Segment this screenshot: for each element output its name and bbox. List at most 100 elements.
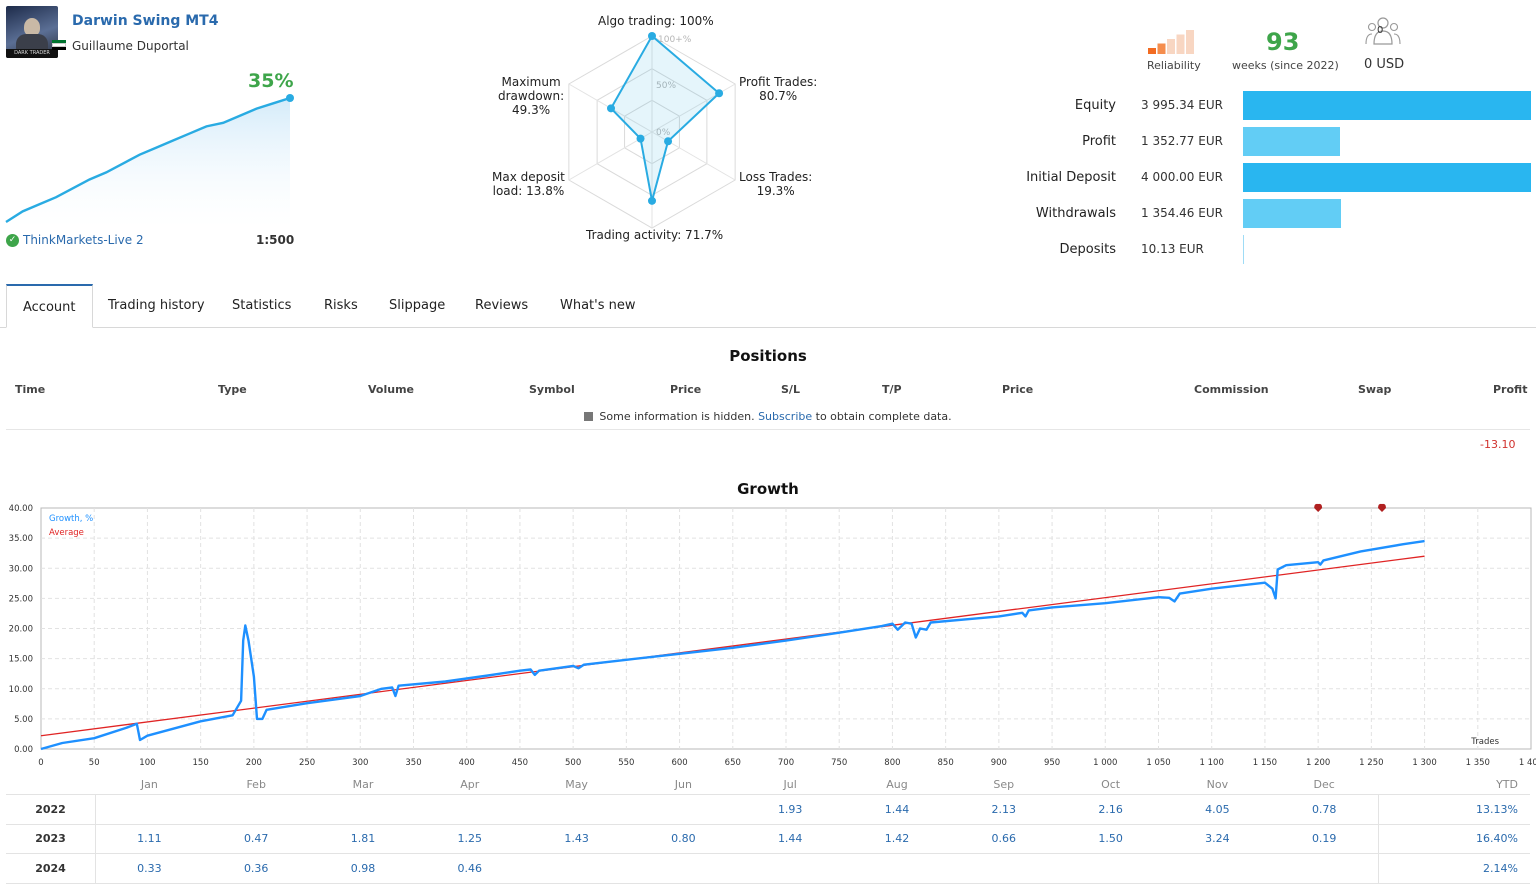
- investors-icon[interactable]: [1364, 14, 1402, 52]
- positions-col-profit[interactable]: Profit: [1493, 383, 1528, 396]
- monthly-value[interactable]: 2.13: [991, 802, 1017, 816]
- positions-total-profit: -13.10: [1480, 438, 1516, 451]
- radar-label-deposit-value: load: 13.8%: [492, 184, 565, 198]
- monthly-value[interactable]: 0.80: [671, 832, 696, 846]
- radar-point: [636, 134, 645, 143]
- growth-x-tick: 50: [89, 758, 100, 768]
- positions-col-time[interactable]: Time: [15, 383, 46, 396]
- growth-y-tick: 40.00: [9, 504, 33, 514]
- reliability-bar: [1157, 43, 1166, 54]
- tab-risks[interactable]: Risks: [324, 298, 358, 313]
- month-header-oct: Oct: [1101, 778, 1121, 791]
- monthly-year: 2024: [6, 854, 96, 883]
- radar-label-drawdown-title: Maximum: [501, 75, 561, 89]
- balance-value: 3 995.34 EUR: [1141, 98, 1223, 112]
- account-owner[interactable]: Guillaume Duportal: [72, 39, 189, 53]
- reliability-bars-icon[interactable]: [1148, 30, 1198, 54]
- mini-chart-endpoint: [286, 94, 294, 102]
- monthly-value: [416, 795, 523, 824]
- info-suffix: to obtain complete data.: [815, 410, 952, 423]
- monthly-value[interactable]: 0.66: [991, 832, 1017, 846]
- monthly-value[interactable]: 0.47: [243, 832, 269, 846]
- balance-row-initial-deposit: Initial Deposit 4 000.00 EUR: [1000, 163, 1536, 193]
- monthly-value[interactable]: 0.46: [457, 861, 483, 875]
- monthly-year: 2023: [6, 824, 96, 853]
- radar-scale-100: 100+%: [658, 35, 692, 45]
- monthly-value[interactable]: 1.93: [777, 802, 803, 816]
- positions-col-s-l[interactable]: S/L: [781, 383, 800, 396]
- growth-x-tick: 350: [405, 758, 421, 768]
- deposit-marker-icon[interactable]: [1378, 508, 1386, 512]
- monthly-value[interactable]: 1.50: [1098, 832, 1123, 846]
- monthly-row-2024: 2024 0.33 0.36 0.98 0.46 2.14%: [6, 854, 1530, 884]
- month-header-may: May: [565, 778, 588, 791]
- deposit-marker-cap: [1378, 503, 1386, 508]
- monthly-header-row: Jan Feb Mar Apr May Jun Jul Aug Sep Oct Nov Dec YTD: [6, 775, 1530, 795]
- monthly-value[interactable]: 1.11: [137, 832, 162, 846]
- positions-col-price[interactable]: Price: [1002, 383, 1034, 396]
- positions-col-symbol[interactable]: Symbol: [529, 383, 575, 396]
- monthly-value[interactable]: 0.33: [137, 861, 162, 875]
- subscribe-link[interactable]: Subscribe: [758, 410, 813, 423]
- monthly-value[interactable]: 1.44: [777, 832, 803, 846]
- growth-y-tick: 25.00: [9, 594, 33, 604]
- growth-y-tick: 10.00: [9, 685, 33, 695]
- growth-x-tick: 250: [299, 758, 315, 768]
- monthly-value: [950, 854, 1057, 883]
- tab-reviews[interactable]: Reviews: [475, 298, 529, 313]
- monthly-value[interactable]: 1.25: [457, 832, 483, 846]
- monthly-value[interactable]: 4.05: [1205, 802, 1230, 816]
- growth-chart[interactable]: 0.00 5.00 10.00 15.00 20.00 25.00 30.00 35.00 40…: [0, 500, 1536, 775]
- positions-col-price[interactable]: Price: [670, 383, 702, 396]
- balance-value: 4 000.00 EUR: [1141, 170, 1223, 184]
- positions-col-t-p[interactable]: T/P: [882, 383, 902, 396]
- monthly-value[interactable]: 0.98: [350, 861, 376, 875]
- monthly-value: [1164, 854, 1271, 883]
- month-header-feb: Feb: [246, 778, 266, 791]
- radar-label-profit: Profit Trades: 80.7%: [739, 75, 817, 103]
- balance-row-withdrawals: Withdrawals 1 354.46 EUR: [1000, 199, 1536, 229]
- avatar[interactable]: DARK TRADER: [6, 6, 58, 58]
- tab-account[interactable]: Account: [6, 284, 93, 328]
- balance-label: Equity: [1074, 98, 1116, 113]
- positions-col-type[interactable]: Type: [218, 383, 247, 396]
- monthly-value[interactable]: 0.19: [1311, 832, 1337, 846]
- positions-col-commission[interactable]: Commission: [1194, 383, 1269, 396]
- weeks-count: 93: [1266, 28, 1300, 56]
- month-header-aug: Aug: [886, 778, 908, 791]
- monthly-value[interactable]: 0.36: [243, 861, 269, 875]
- monthly-year: 2022: [6, 795, 96, 824]
- growth-x-tick: 850: [938, 758, 954, 768]
- monthly-value[interactable]: 1.44: [884, 802, 910, 816]
- monthly-value: [310, 795, 417, 824]
- balance-bar: [1243, 235, 1244, 264]
- tab-what-s-new[interactable]: What's new: [560, 298, 636, 313]
- tab-bar: Account Trading history Statistics Risks Sli…: [0, 284, 1536, 328]
- broker-server[interactable]: ✓ ThinkMarkets-Live 2: [6, 233, 144, 247]
- growth-x-tick: 750: [831, 758, 847, 768]
- positions-col-swap[interactable]: Swap: [1358, 383, 1392, 396]
- positions-col-volume[interactable]: Volume: [368, 383, 414, 396]
- growth-average-line: [40, 555, 1425, 737]
- account-title[interactable]: Darwin Swing MT4: [72, 13, 219, 29]
- monthly-value[interactable]: 3.24: [1205, 832, 1230, 846]
- info-prefix: Some information is hidden.: [599, 410, 755, 423]
- deposit-marker-icon[interactable]: [1314, 508, 1323, 512]
- monthly-value: [844, 854, 951, 883]
- investors-count: 0: [1377, 25, 1384, 36]
- monthly-value[interactable]: 1.42: [884, 832, 910, 846]
- balance-value: 1 354.46 EUR: [1141, 206, 1223, 220]
- monthly-ytd: 13.13%: [1378, 795, 1530, 824]
- monthly-value[interactable]: 0.78: [1311, 802, 1337, 816]
- growth-x-tick: 1 050: [1146, 758, 1170, 768]
- growth-x-tick: 1 350: [1466, 758, 1490, 768]
- monthly-value[interactable]: 2.16: [1098, 802, 1123, 816]
- monthly-value[interactable]: 1.81: [350, 832, 376, 846]
- monthly-value[interactable]: 1.43: [564, 832, 589, 846]
- balance-bar: [1243, 163, 1531, 192]
- tab-statistics[interactable]: Statistics: [232, 298, 292, 313]
- tab-trading-history[interactable]: Trading history: [108, 298, 205, 313]
- radar-point: [664, 137, 673, 146]
- radar-label-loss-value: 19.3%: [756, 184, 795, 198]
- tab-slippage[interactable]: Slippage: [389, 298, 446, 313]
